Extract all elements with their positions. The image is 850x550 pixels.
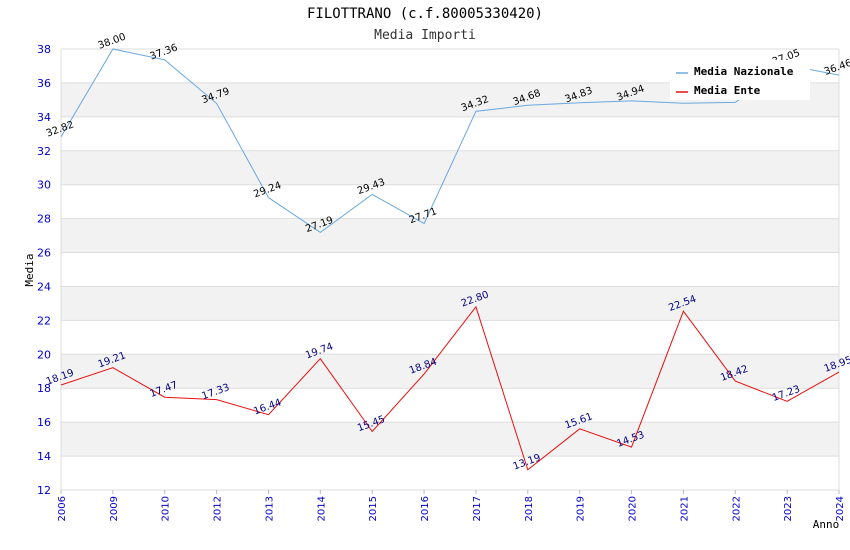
grid-band (61, 422, 839, 457)
y-tick-label: 20 (37, 348, 51, 361)
legend-label-ente: Media Ente (694, 84, 761, 97)
chart-title: FILOTTRANO (c.f.80005330420) (307, 6, 543, 22)
x-tick-label: 2016 (420, 496, 431, 521)
x-tick-label: 2014 (316, 496, 327, 521)
x-tick-label: 2022 (731, 496, 742, 521)
x-tick-label: 2013 (264, 496, 275, 521)
x-tick-label: 2006 (57, 496, 68, 521)
x-tick-label: 2020 (628, 496, 639, 521)
x-tick-label: 2021 (679, 496, 690, 521)
y-tick-label: 14 (37, 450, 51, 463)
x-tick-label: 2023 (783, 496, 794, 521)
y-tick-label: 22 (37, 314, 51, 327)
y-tick-label: 36 (37, 77, 51, 90)
y-tick-label: 26 (37, 247, 51, 260)
series-lines (60, 48, 840, 471)
y-tick-label: 32 (37, 145, 51, 158)
grid-band (61, 354, 839, 389)
legend-label-nazionale: Media Nazionale (694, 65, 794, 78)
x-tick-label: 2018 (524, 496, 535, 521)
y-tick-label: 16 (37, 416, 51, 429)
y-tick-label: 24 (37, 280, 51, 293)
y-tick-label: 34 (37, 111, 51, 124)
chart-subtitle: Media Importi (374, 28, 476, 43)
y-tick-label: 28 (37, 213, 51, 226)
x-tick-label: 2019 (576, 496, 587, 521)
plot-background-bands (61, 82, 839, 457)
x-tick-label: 2010 (161, 496, 172, 521)
y-tick-label: 38 (37, 43, 51, 56)
y-tick-label: 18 (37, 382, 51, 395)
y-axis-ticks: 12 14 16 18 20 22 24 26 28 30 32 34 36 38 (37, 43, 51, 497)
x-tick-label: 2024 (835, 496, 846, 521)
y-tick-label: 30 (37, 179, 51, 192)
x-axis-ticks: 2006 2009 2010 2012 2013 2014 2015 2016 2017 2018… (57, 496, 846, 521)
y-axis-label: Media (23, 253, 36, 286)
legend-box (670, 60, 810, 100)
legend: Media Nazionale Media Ente (670, 60, 810, 100)
x-tick-label: 2015 (368, 496, 379, 521)
grid-band (61, 218, 839, 253)
x-tick-label: 2009 (109, 496, 120, 521)
series-line-ente (60, 305, 840, 471)
grid-band (61, 286, 839, 321)
y-tick-label: 12 (37, 484, 51, 497)
x-axis-label: Anno (813, 518, 840, 531)
series-line-nazionale (60, 48, 840, 234)
x-tick-label: 2012 (213, 496, 224, 521)
x-tick-label: 2017 (472, 496, 483, 521)
